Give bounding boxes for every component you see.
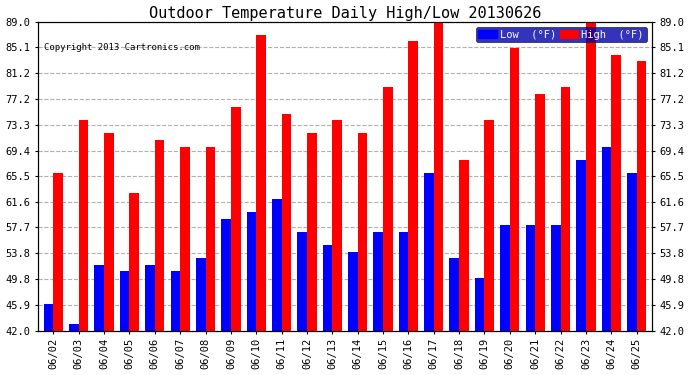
Bar (475, 278, 484, 330)
Bar (459, 160, 469, 330)
Bar (170, 272, 180, 330)
Bar (221, 219, 231, 330)
Bar (231, 107, 241, 330)
Title: Outdoor Temperature Daily High/Low 20130626: Outdoor Temperature Daily High/Low 20130… (149, 6, 541, 21)
Bar (373, 232, 383, 330)
Bar (348, 252, 357, 330)
Bar (297, 232, 307, 330)
Bar (383, 87, 393, 330)
Bar (43, 304, 53, 330)
Bar (333, 120, 342, 330)
Bar (145, 265, 155, 330)
Bar (120, 272, 130, 330)
Bar (69, 324, 79, 330)
Bar (576, 160, 586, 330)
Bar (95, 265, 104, 330)
Bar (611, 55, 621, 330)
Bar (323, 245, 333, 330)
Bar (535, 94, 545, 330)
Bar (560, 87, 570, 330)
Legend: Low  (°F), High  (°F): Low (°F), High (°F) (476, 27, 647, 42)
Bar (586, 22, 595, 330)
Bar (484, 120, 494, 330)
Bar (130, 193, 139, 330)
Bar (510, 48, 520, 330)
Bar (399, 232, 408, 330)
Bar (246, 212, 256, 330)
Bar (500, 225, 510, 330)
Bar (282, 114, 291, 330)
Bar (434, 22, 444, 330)
Bar (180, 147, 190, 330)
Bar (256, 35, 266, 330)
Bar (357, 134, 367, 330)
Bar (155, 140, 164, 330)
Bar (424, 173, 434, 330)
Text: Copyright 2013 Cartronics.com: Copyright 2013 Cartronics.com (44, 44, 200, 52)
Bar (206, 147, 215, 330)
Bar (53, 173, 63, 330)
Bar (408, 41, 418, 330)
Bar (79, 120, 88, 330)
Bar (637, 61, 647, 330)
Bar (551, 225, 560, 330)
Bar (449, 258, 459, 330)
Bar (272, 199, 282, 330)
Bar (627, 173, 637, 330)
Bar (526, 225, 535, 330)
Bar (196, 258, 206, 330)
Bar (602, 147, 611, 330)
Bar (104, 134, 114, 330)
Bar (307, 134, 317, 330)
